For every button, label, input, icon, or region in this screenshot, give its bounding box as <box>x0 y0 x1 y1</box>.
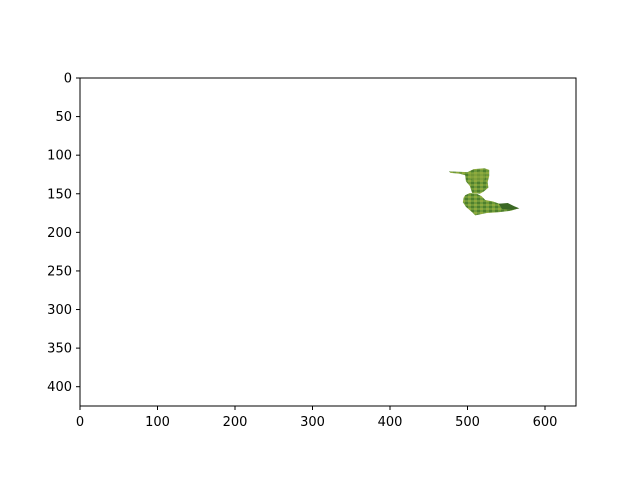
y-axis: 0 50 100 150 200 250 300 350 400 <box>47 72 80 395</box>
x-tick-label: 600 <box>533 415 558 430</box>
y-tick-label: 150 <box>47 187 72 202</box>
plot-area <box>80 78 576 406</box>
x-tick-label: 100 <box>145 415 170 430</box>
x-tick-label: 400 <box>378 415 403 430</box>
x-tick-label: 300 <box>300 415 325 430</box>
x-axis: 0 100 200 300 400 500 600 <box>76 406 558 430</box>
patch-dark-edge <box>498 203 520 210</box>
x-tick-label: 500 <box>455 415 480 430</box>
y-tick-label: 50 <box>55 110 72 125</box>
patch-lower-lobe <box>462 192 519 216</box>
y-tick-label: 300 <box>47 303 72 318</box>
patch-highlight <box>469 171 487 182</box>
y-tick-label: 200 <box>47 226 72 241</box>
y-tick-label: 0 <box>64 72 72 87</box>
x-tick-label: 0 <box>76 415 84 430</box>
x-tick-label: 200 <box>223 415 248 430</box>
plot-background <box>80 78 576 406</box>
y-tick-label: 250 <box>47 264 72 279</box>
vegetation-patch <box>448 168 520 216</box>
y-tick-label: 100 <box>47 149 72 164</box>
axes-frame <box>79 77 577 407</box>
y-tick-label: 350 <box>47 342 72 357</box>
y-tick-label: 400 <box>47 380 72 395</box>
